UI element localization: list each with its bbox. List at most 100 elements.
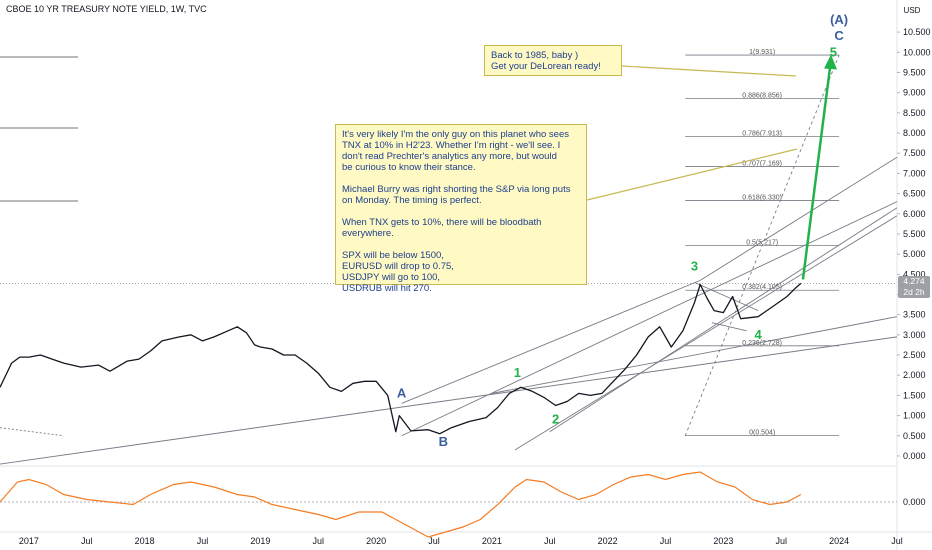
y-tick-label: 6.000 [903, 209, 926, 219]
trendline-upper-channel [700, 156, 898, 281]
wave-label: 1 [514, 365, 521, 380]
note-line: It's very likely I'm the only guy on thi… [342, 129, 569, 140]
y-tick-label: 7.500 [903, 148, 926, 158]
fib-level-label: 0.707(7.169) [742, 161, 782, 168]
wave-connector [711, 322, 747, 332]
projection-arrowhead [824, 54, 838, 70]
note-line: USDRUB will hit 270. [342, 283, 432, 294]
fib-diagonal-dashed [684, 54, 840, 436]
oscillator-line [0, 471, 802, 538]
trendline-dashed-left [0, 427, 64, 437]
currency-button[interactable]: USD [903, 6, 921, 15]
x-tick-label: Jul [891, 536, 903, 546]
fib-level-label: 0.382(4.105) [742, 284, 782, 291]
wave-labels: (A)C5 3 4 1 2 A B [397, 12, 848, 449]
x-tick-label: Jul [313, 536, 325, 546]
x-tick-label: Jul [544, 536, 556, 546]
wave-label: 3 [691, 258, 698, 273]
y-tick-label: 7.000 [903, 168, 926, 178]
note-line: on Monday. The timing is perfect. [342, 195, 482, 206]
note-line: don't read Prechter's analytics any more… [342, 151, 557, 162]
y-tick-label: 2.000 [903, 370, 926, 380]
y-tick-label: 0.000 [903, 451, 926, 461]
note-line: Michael Burry was right shorting the S&P… [342, 184, 571, 195]
fib-level-label: 0.886(8.856) [742, 92, 782, 99]
y-tick-label: 9.000 [903, 88, 926, 98]
x-tick-label: 2018 [135, 536, 155, 546]
trendlines [0, 54, 898, 465]
trendline-upper-channel [401, 279, 701, 404]
price-line [0, 282, 802, 435]
x-tick-label: 2023 [713, 536, 733, 546]
y-tick-label: 0.500 [903, 431, 926, 441]
note-line: When TNX gets to 10%, there will be bloo… [342, 217, 542, 228]
note-line: TNX at 10% in H2'23. Whether I'm right -… [342, 140, 561, 151]
y-tick-label: 5.500 [903, 229, 926, 239]
note-top-line-2: Get your DeLorean ready! [491, 61, 601, 72]
y-tick-label: 3.000 [903, 330, 926, 340]
wave-label: 5 [830, 44, 837, 59]
fibonacci-retracement: 1(9.931) 0.886(8.856) 0.786(7.913) 0.707(7.… [685, 49, 840, 437]
x-tick-label: Jul [197, 536, 209, 546]
wave-label: A [397, 385, 407, 400]
y-tick-label: 10.500 [903, 27, 931, 37]
x-tick-label: Jul [660, 536, 672, 546]
fib-level-label: 1(9.931) [749, 49, 775, 56]
y-tick-label: 10.000 [903, 47, 931, 57]
fib-level-label: 0.236(2.728) [742, 340, 782, 347]
x-tick-label: 2017 [19, 536, 39, 546]
trendline-wave-channel [401, 201, 898, 437]
y-tick-label: 1.500 [903, 390, 926, 400]
note-line: be curious to know their stance. [342, 162, 476, 173]
y-tick-label: 8.500 [903, 108, 926, 118]
note-paragraph: It's very likely I'm the only guy on thi… [342, 129, 580, 173]
x-tick-label: 2024 [829, 536, 849, 546]
fib-level-label: 0.618(6.330) [742, 194, 782, 201]
y-tick-label: 2.500 [903, 350, 926, 360]
note-line: SPX will be below 1500, [342, 250, 444, 261]
y-tick-label: 5.000 [903, 249, 926, 259]
note-line: USDJPY will go to 100, [342, 272, 441, 283]
wave-label: 2 [552, 412, 559, 427]
last-price-tag: 4.274 2d 2h [898, 276, 930, 298]
y-tick-label: 3.500 [903, 310, 926, 320]
chart-title: CBOE 10 YR TREASURY NOTE YIELD, 1W, TVC [6, 4, 207, 14]
price-series [0, 54, 838, 435]
note-top-line-1: Back to 1985, baby ) [491, 50, 579, 61]
x-tick-label: Jul [81, 536, 93, 546]
y-tick-label: 4.500 [903, 269, 926, 279]
bar-countdown: 2d 2h [903, 287, 925, 297]
note-main-pointer [586, 148, 798, 201]
wave-label: B [439, 434, 448, 449]
note-paragraph: SPX will be below 1500, EURUSD will drop… [342, 250, 580, 294]
note-line: everywhere. [342, 228, 394, 239]
projection-arrow [801, 59, 833, 280]
wave-label: (A) [830, 12, 848, 27]
y-tick-label: 1.000 [903, 411, 926, 421]
x-tick-label: 2021 [482, 536, 502, 546]
note-top-pointer [621, 65, 797, 77]
wave-connector [694, 281, 759, 312]
annotation-note-main[interactable]: It's very likely I'm the only guy on thi… [335, 124, 587, 294]
oscillator-tick-label: 0.000 [903, 497, 926, 507]
x-tick-label: Jul [776, 536, 788, 546]
note-paragraph: Michael Burry was right shorting the S&P… [342, 184, 580, 206]
fib-level-label: 0(0.504) [749, 430, 775, 437]
fib-level-label: 0.786(7.913) [742, 131, 782, 138]
annotation-note-top[interactable]: Back to 1985, baby ) Get your DeLorean r… [484, 45, 622, 76]
last-price: 4.274 [903, 276, 925, 286]
note-paragraph: When TNX gets to 10%, there will be bloo… [342, 217, 580, 239]
y-tick-label: 8.000 [903, 128, 926, 138]
x-tick-label: 2019 [250, 536, 270, 546]
fib-level-label: 0.5(5.217) [746, 239, 778, 246]
trendline-long [0, 336, 898, 465]
x-tick-label: 2022 [598, 536, 618, 546]
wave-label: C [834, 28, 844, 43]
y-tick-label: 9.500 [903, 67, 926, 77]
y-tick-label: 6.500 [903, 189, 926, 199]
trendline-wave-channel [514, 215, 898, 451]
x-tick-label: Jul [428, 536, 440, 546]
oscillator-panel [0, 471, 802, 538]
trendline-lower [491, 316, 898, 394]
